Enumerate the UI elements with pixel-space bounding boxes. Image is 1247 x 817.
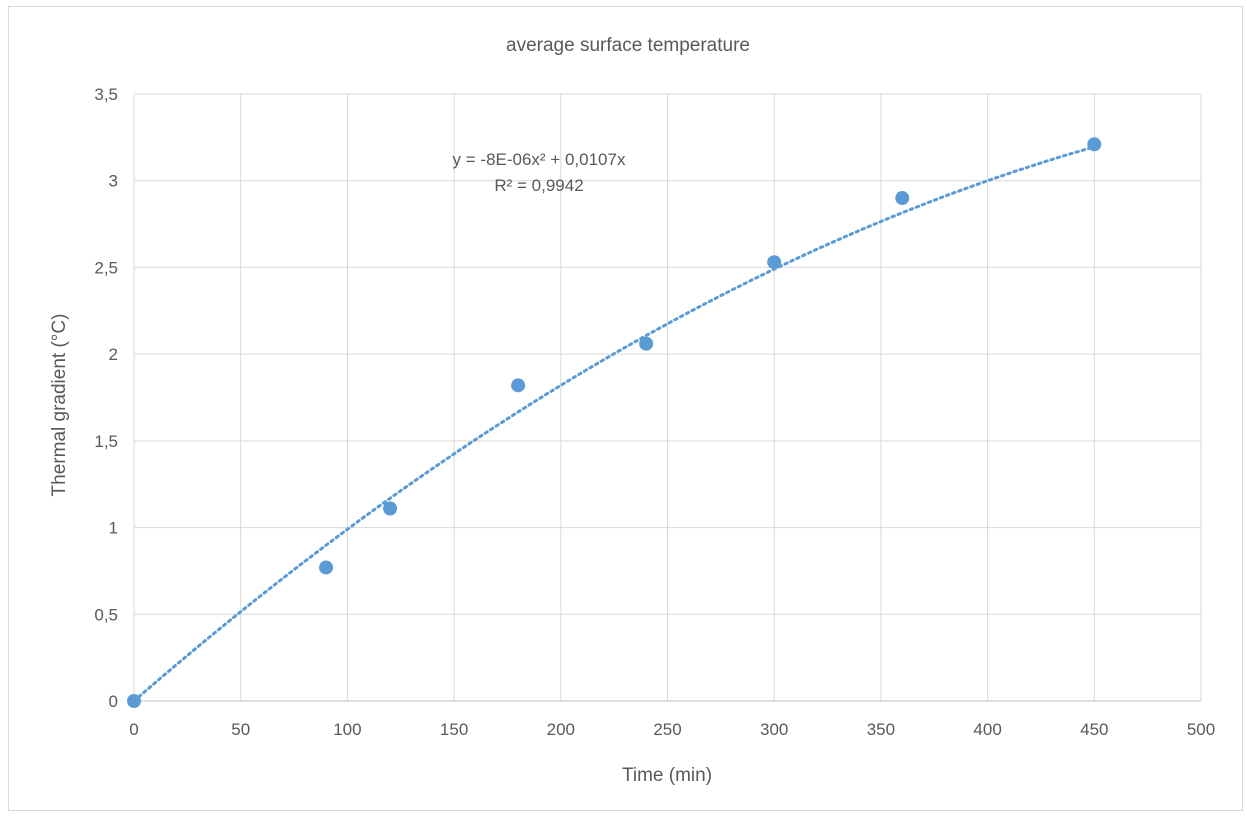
data-point <box>767 255 782 270</box>
y-tick-label: 3 <box>109 172 118 191</box>
trendline-r-squared: R² = 0,9942 <box>494 176 583 195</box>
y-tick-label: 0 <box>109 692 118 711</box>
data-points <box>127 137 1102 708</box>
y-tick-label: 3,5 <box>94 85 118 104</box>
x-tick-label: 350 <box>867 720 895 739</box>
x-tick-label: 400 <box>973 720 1001 739</box>
chart-title: average surface temperature <box>506 35 750 56</box>
trendline-equation: y = -8E-06x² + 0,0107x <box>453 150 626 169</box>
x-tick-label: 200 <box>547 720 575 739</box>
y-tick-label: 1 <box>109 519 118 538</box>
x-tick-label: 300 <box>760 720 788 739</box>
x-tick-label: 450 <box>1080 720 1108 739</box>
x-axis-title: Time (min) <box>622 765 712 786</box>
data-point <box>383 501 398 516</box>
data-point <box>895 191 910 206</box>
chart-container: average surface temperature 0 0,5 1 1,5 2 2,5… <box>8 6 1243 811</box>
gridlines <box>134 93 1202 701</box>
data-point <box>639 336 654 351</box>
data-point <box>319 560 334 575</box>
x-tick-label: 150 <box>440 720 468 739</box>
scatter-chart: average surface temperature 0 0,5 1 1,5 2 2,5… <box>49 35 1215 786</box>
trendline-layer <box>132 145 1096 703</box>
tick-labels: 0 0,5 1 1,5 2 2,5 3 3,5 0 50 100 150 200 250 300 350 400… <box>94 85 1215 739</box>
y-tick-label: 0,5 <box>94 605 118 624</box>
y-axis-title: Thermal gradient (°C) <box>49 314 70 497</box>
data-point <box>127 694 141 708</box>
axes <box>133 94 1201 702</box>
trendline <box>132 145 1096 703</box>
y-tick-label: 1,5 <box>94 432 118 451</box>
y-tick-label: 2,5 <box>94 258 118 277</box>
x-tick-label: 0 <box>129 720 138 739</box>
y-tick-label: 2 <box>109 345 118 364</box>
x-tick-label: 250 <box>653 720 681 739</box>
x-tick-label: 100 <box>333 720 361 739</box>
data-point <box>1087 137 1102 152</box>
x-tick-label: 50 <box>231 720 250 739</box>
x-tick-label: 500 <box>1187 720 1215 739</box>
data-point <box>511 378 526 393</box>
